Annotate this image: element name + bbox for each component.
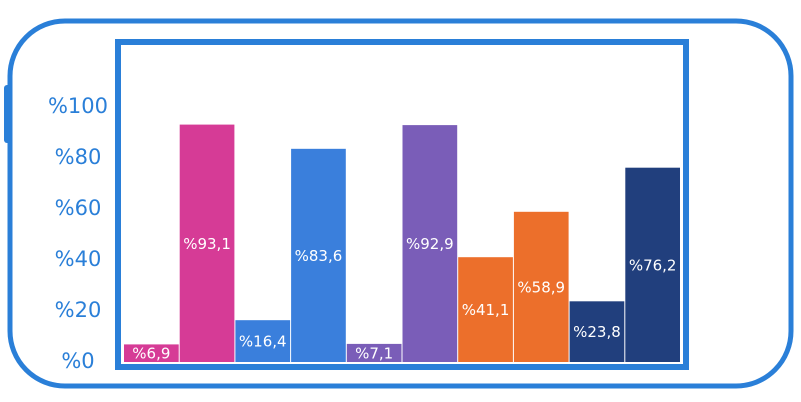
bar bbox=[402, 125, 458, 362]
value-label: %76,2 bbox=[629, 256, 677, 274]
bar bbox=[458, 257, 513, 362]
value-label: %41,1 bbox=[462, 301, 510, 319]
bar bbox=[124, 344, 179, 362]
y-tick-label: %0 bbox=[61, 349, 94, 373]
bar bbox=[346, 343, 402, 362]
bar bbox=[235, 320, 291, 362]
y-tick-label: %40 bbox=[55, 247, 102, 271]
y-tick-label: %20 bbox=[55, 298, 102, 322]
value-label: %7,1 bbox=[355, 344, 393, 362]
value-label: %23,8 bbox=[573, 323, 621, 341]
value-label: %16,4 bbox=[239, 333, 287, 351]
bar bbox=[291, 148, 346, 362]
y-tick-label: %80 bbox=[55, 145, 102, 169]
y-tick-label: %60 bbox=[55, 196, 102, 220]
bar bbox=[179, 124, 235, 362]
y-tick-label: %100 bbox=[48, 94, 108, 118]
bar bbox=[569, 301, 625, 362]
bar bbox=[513, 211, 569, 362]
value-label: %58,9 bbox=[517, 278, 565, 296]
value-label: %92,9 bbox=[406, 235, 454, 253]
phone-button bbox=[4, 85, 12, 143]
value-label: %83,6 bbox=[295, 247, 343, 265]
value-label: %6,9 bbox=[132, 345, 170, 363]
bar bbox=[625, 167, 680, 362]
value-label: %93,1 bbox=[183, 235, 231, 253]
phone-frame bbox=[7, 18, 794, 389]
